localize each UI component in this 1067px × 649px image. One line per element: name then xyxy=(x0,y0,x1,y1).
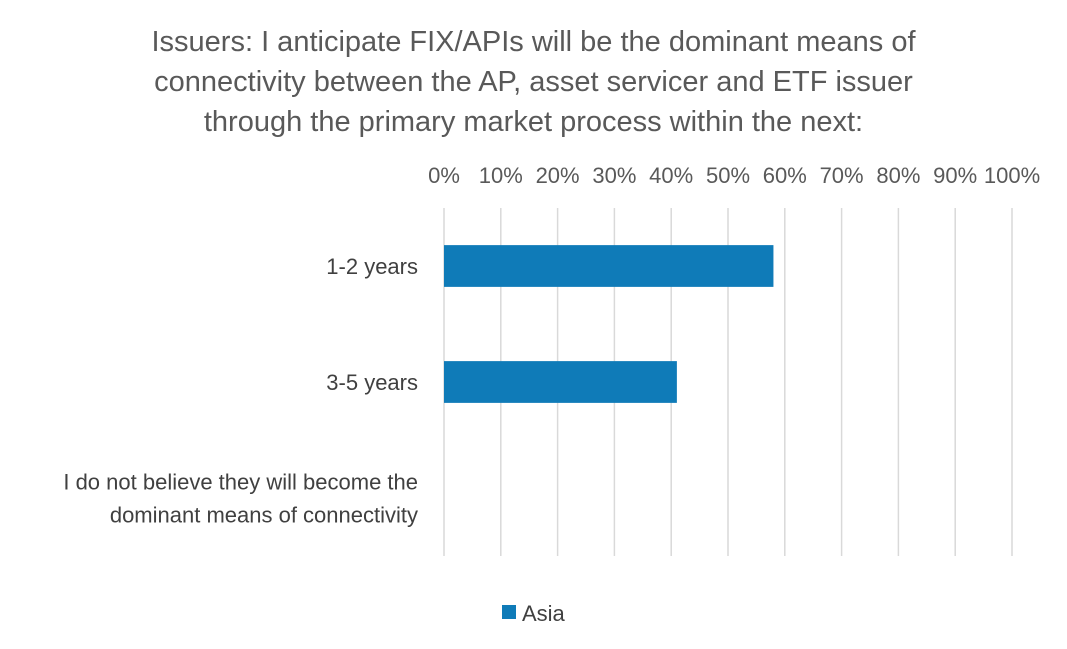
legend-swatch-asia xyxy=(502,605,516,619)
category-label: 1-2 years xyxy=(326,254,418,279)
x-tick-label: 10% xyxy=(479,163,523,188)
category-label-line: I do not believe they will become the xyxy=(63,470,418,495)
x-tick-label: 20% xyxy=(536,163,580,188)
category-label-line: dominant means of connectivity xyxy=(110,503,418,528)
legend: Asia xyxy=(502,601,566,626)
chart-title-line: Issuers: I anticipate FIX/APIs will be t… xyxy=(151,26,916,58)
bar xyxy=(444,245,774,287)
x-tick-label: 0% xyxy=(428,163,460,188)
x-tick-label: 40% xyxy=(649,163,693,188)
x-tick-label: 80% xyxy=(876,163,920,188)
chart-title-line: connectivity between the AP, asset servi… xyxy=(154,66,913,98)
category-label: 3-5 years xyxy=(326,370,418,395)
bar xyxy=(444,361,677,403)
chart-title-line: through the primary market process withi… xyxy=(203,106,864,138)
x-tick-label: 50% xyxy=(706,163,750,188)
bars xyxy=(444,245,774,403)
category-label-line: 1-2 years xyxy=(326,254,418,279)
x-tick-label: 30% xyxy=(592,163,636,188)
x-tick-label: 90% xyxy=(933,163,977,188)
x-tick-label: 70% xyxy=(820,163,864,188)
category-label-line: 3-5 years xyxy=(326,370,418,395)
x-axis-ticks: 0% 10% 20% 30% 40% 50% 60% 70% 80% 90% 100% xyxy=(428,163,1040,188)
category-label: I do not believe they will become the dom… xyxy=(63,470,418,528)
x-tick-label: 60% xyxy=(763,163,807,188)
category-labels: 1-2 years 3-5 years I do not believe they … xyxy=(63,254,418,528)
chart-title: Issuers: I anticipate FIX/APIs will be t… xyxy=(0,22,1067,142)
legend-label-asia: Asia xyxy=(522,601,566,626)
x-tick-label: 100% xyxy=(984,163,1040,188)
